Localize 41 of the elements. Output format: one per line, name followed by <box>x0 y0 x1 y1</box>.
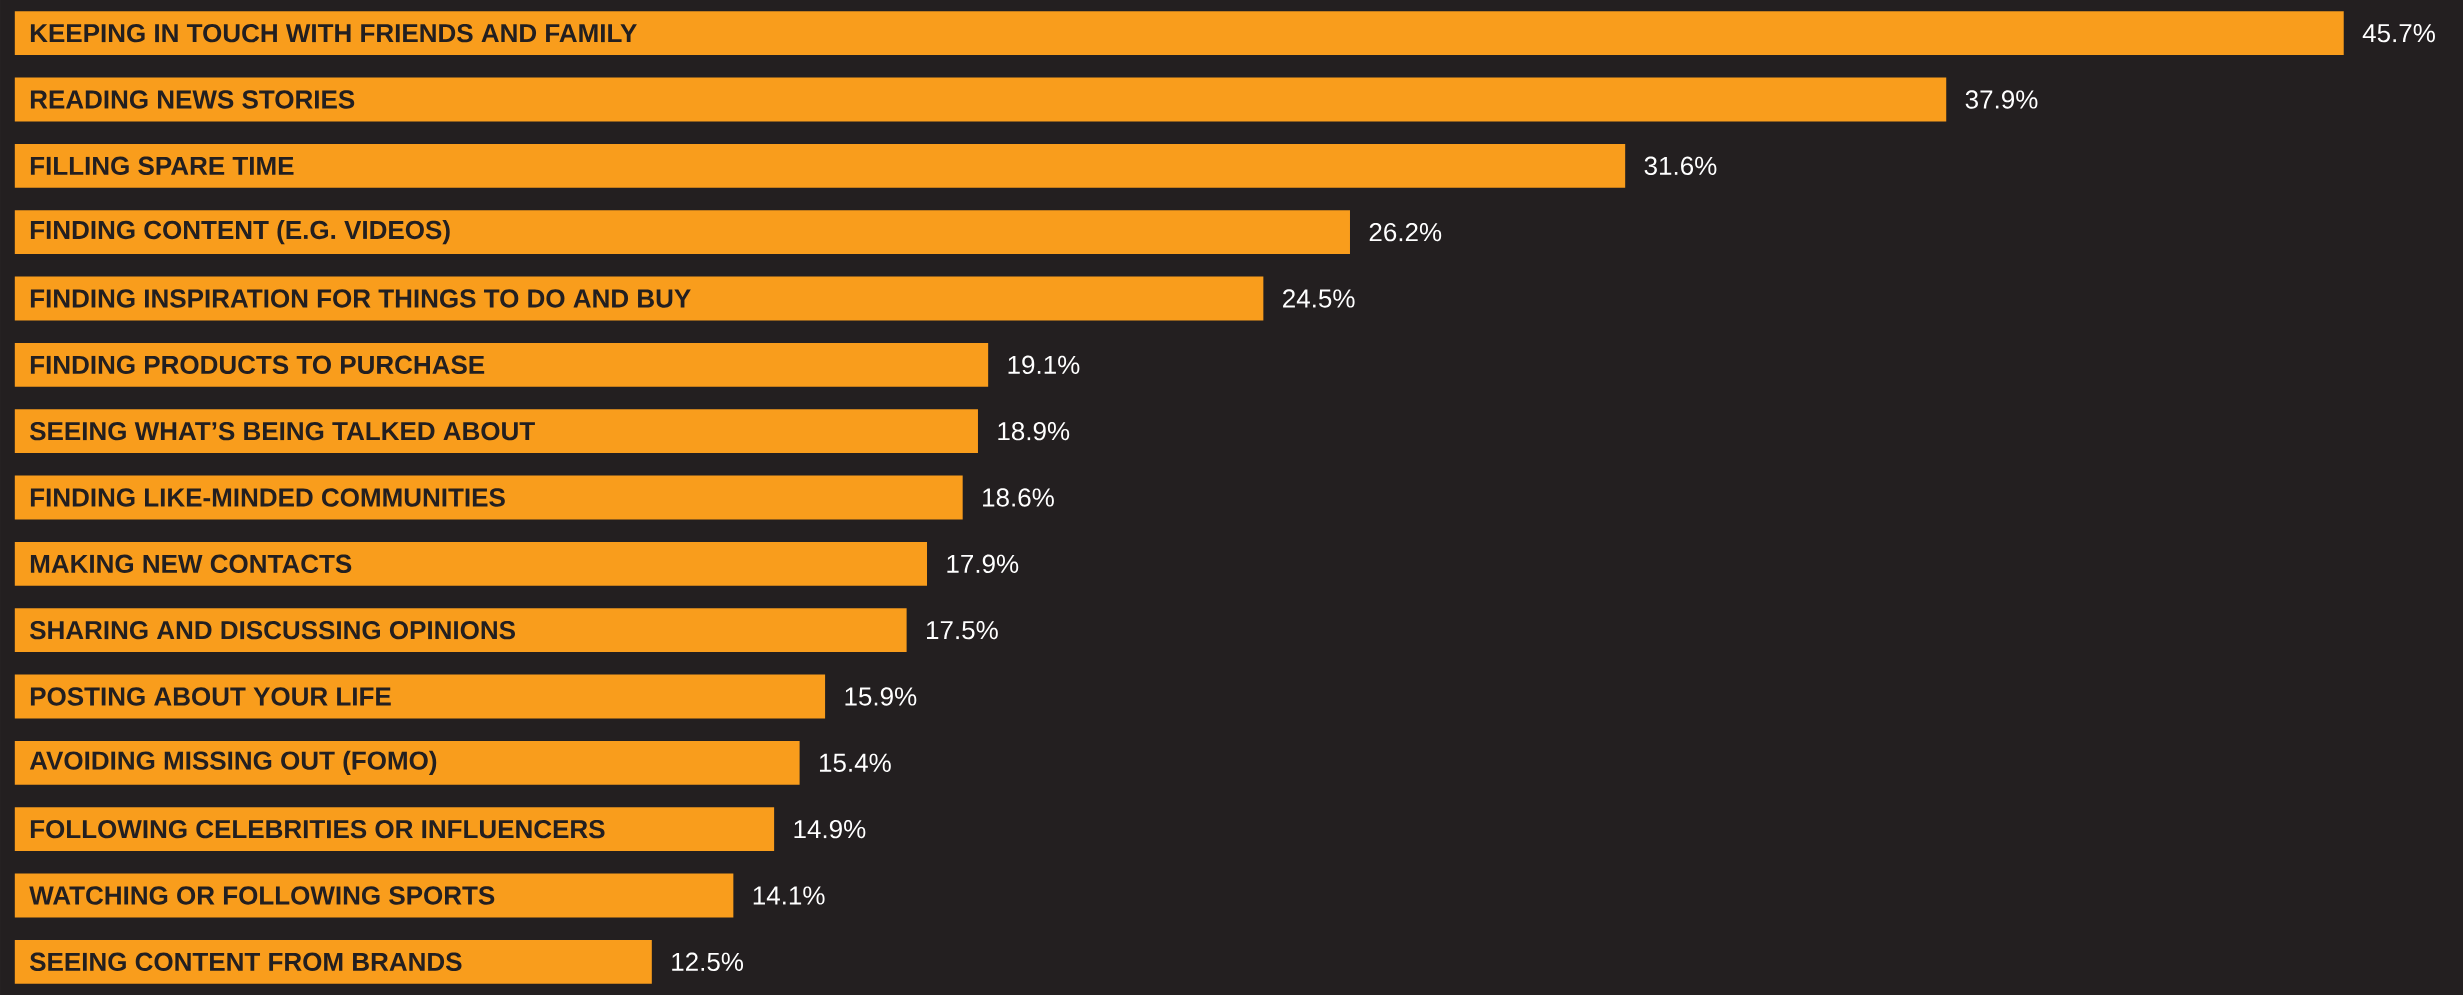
bar <box>14 11 2344 56</box>
bar <box>14 740 800 785</box>
data-label: 12.5% <box>672 952 744 972</box>
bar <box>14 674 826 719</box>
y-tick-label: FINDING LIKE-MINDED COMMUNITIES <box>30 488 505 507</box>
y-tick-label: FINDING INSPIRATION FOR THINGS TO DO AND BUY <box>30 289 691 308</box>
data-label: 19.1% <box>1008 355 1080 375</box>
bar <box>14 143 1626 188</box>
bar <box>14 541 928 586</box>
bar <box>14 210 1350 255</box>
data-label: 15.4% <box>819 753 891 772</box>
y-tick-label: MAKING NEW CONTACTS <box>30 554 352 574</box>
data-label: 17.5% <box>927 621 998 640</box>
data-label: 14.9% <box>794 819 866 839</box>
data-label: 17.9% <box>947 554 1019 574</box>
y-tick-label: FINDING PRODUCTS TO PURCHASE <box>30 355 485 375</box>
data-label: 31.6% <box>1644 156 1717 176</box>
bar <box>14 409 978 454</box>
bar <box>14 475 963 520</box>
bar <box>14 77 1947 122</box>
bar <box>14 342 989 387</box>
y-tick-label: KEEPING IN TOUCH WITH FRIENDS AND FAMILY <box>30 23 637 43</box>
y-tick-label: READING NEWS STORIES <box>30 90 355 109</box>
y-tick-label: SHARING AND DISCUSSING OPINIONS <box>29 620 515 640</box>
y-tick-label: SEEING CONTENT FROM BRANDS <box>29 952 462 972</box>
data-label: 14.1% <box>753 886 825 905</box>
y-tick-label: FOLLOWING CELEBRITIES OR INFLUENCERS <box>30 819 605 839</box>
bar <box>14 608 907 653</box>
y-tick-label: WATCHING OR FOLLOWING SPORTS <box>29 886 495 905</box>
data-label: 24.5% <box>1283 289 1355 308</box>
data-label: 15.9% <box>845 687 917 706</box>
y-tick-label: FILLING SPARE TIME <box>30 156 294 176</box>
data-label: 45.7% <box>2362 24 2435 43</box>
y-tick-label: SEEING WHAT’S BEING TALKED ABOUT <box>29 421 535 441</box>
y-tick-label: POSTING ABOUT YOUR LIFE <box>30 687 391 706</box>
data-label: 37.9% <box>1965 90 2038 109</box>
y-tick-label: FINDING CONTENT (E.G. VIDEOS) <box>30 220 450 245</box>
data-label: 18.9% <box>998 421 1070 441</box>
y-tick-label: AVOIDING MISSING OUT (FOMO) <box>29 750 437 775</box>
data-label: 26.2% <box>1369 222 1442 242</box>
data-label: 18.6% <box>983 488 1054 507</box>
